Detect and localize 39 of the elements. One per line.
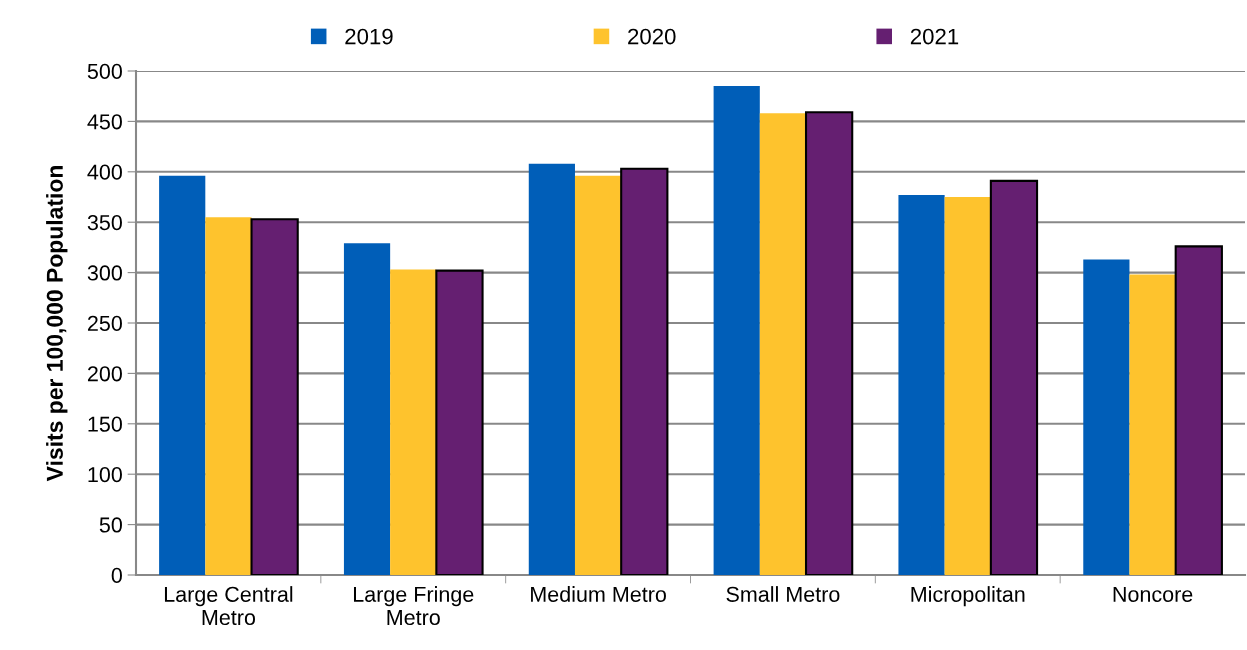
y-tick-label: 150 bbox=[88, 416, 122, 432]
x-tick-label: Noncore bbox=[1113, 586, 1193, 602]
bar bbox=[944, 197, 991, 575]
bar bbox=[759, 113, 807, 575]
x-tick-label: Medium Metro bbox=[531, 586, 666, 602]
bar bbox=[804, 111, 854, 575]
y-tick-label: 50 bbox=[99, 517, 122, 533]
x-tick-label: Large Fringe Metro bbox=[353, 586, 474, 626]
bar bbox=[1083, 259, 1130, 575]
bar bbox=[343, 243, 391, 575]
y-tick-label: 250 bbox=[87, 315, 122, 332]
y-tick-label: 400 bbox=[87, 164, 122, 180]
x-tick-label: Small Metro bbox=[726, 586, 840, 602]
bar bbox=[713, 86, 760, 575]
y-tick-label: 350 bbox=[87, 214, 122, 231]
bar bbox=[620, 167, 669, 575]
bar bbox=[159, 175, 206, 575]
x-tick-label: Micropolitan bbox=[911, 586, 1025, 607]
bar bbox=[1129, 274, 1176, 575]
y-tick-label: 500 bbox=[87, 63, 122, 80]
bar bbox=[528, 163, 575, 575]
y-axis-title: Visits per 100,000 Population bbox=[46, 166, 68, 482]
bar bbox=[1174, 245, 1223, 575]
bar bbox=[574, 175, 622, 575]
legend-label: 2020 bbox=[628, 28, 676, 45]
bar bbox=[989, 179, 1039, 575]
bar bbox=[898, 194, 945, 575]
y-tick-label: 0 bbox=[111, 567, 122, 584]
y-tick-label: 100 bbox=[88, 466, 122, 483]
y-tick-label: 200 bbox=[87, 366, 122, 382]
bar bbox=[390, 269, 437, 575]
y-tick-label: 450 bbox=[87, 114, 122, 130]
bar bbox=[205, 217, 252, 575]
bar bbox=[250, 218, 299, 575]
bar bbox=[435, 269, 484, 575]
x-tick-label: Large Central Metro bbox=[164, 586, 293, 626]
y-tick-label: 300 bbox=[87, 265, 122, 281]
legend-label: 2019 bbox=[345, 28, 393, 45]
legend-label: 2021 bbox=[910, 28, 959, 45]
